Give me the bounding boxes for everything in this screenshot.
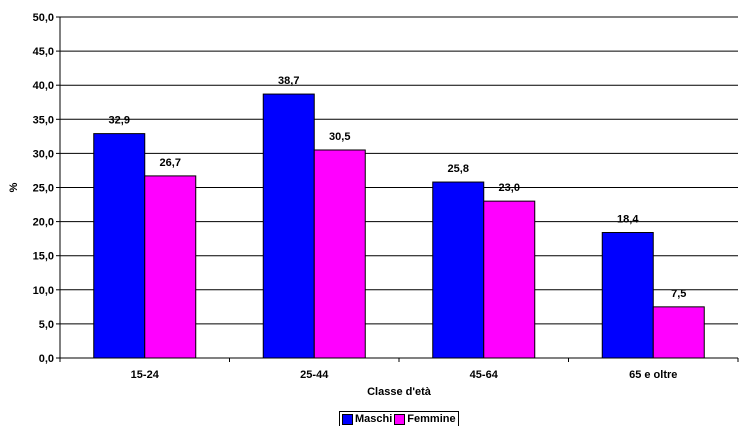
x-tick-label: 25-44 — [300, 369, 329, 381]
bar-maschi — [601, 232, 654, 359]
bar-value-label: 18,4 — [617, 214, 639, 226]
y-tick-label: 5,0 — [39, 319, 54, 331]
bar-maschi — [93, 133, 146, 359]
x-tick-label: 65 e oltre — [629, 369, 677, 381]
bar-value-labels: 32,9 26,7 38,7 30,5 25,8 23,0 18,4 7,5 — [109, 75, 687, 300]
y-tick-label: 10,0 — [33, 285, 54, 297]
bar-femmine — [144, 175, 197, 359]
y-tick-label: 35,0 — [33, 114, 54, 126]
y-tick-label: 0,0 — [39, 353, 54, 365]
legend-swatch-maschi — [342, 413, 353, 425]
bar-value-label: 32,9 — [109, 115, 130, 127]
bar-value-label: 25,8 — [448, 163, 469, 175]
y-axis-ticks: 0,0 5,0 10,0 15,0 20,0 25,0 30,0 35,0 40,0 45,0 50… — [33, 12, 60, 365]
legend-label-maschi: Maschi — [355, 413, 393, 425]
x-axis-title: Classe d'età — [367, 386, 432, 398]
y-tick-label: 15,0 — [33, 251, 54, 263]
y-tick-label: 30,0 — [33, 148, 54, 160]
bar-femmine — [483, 200, 536, 359]
y-tick-label: 25,0 — [33, 183, 54, 195]
bar-value-label: 23,0 — [499, 182, 520, 194]
bar-value-label: 7,5 — [671, 288, 686, 300]
bar-value-label: 38,7 — [278, 75, 299, 87]
legend-item-femmine: Femmine — [394, 413, 456, 425]
y-tick-label: 20,0 — [33, 217, 54, 229]
y-axis-title: % — [8, 182, 20, 192]
bar-femmine — [313, 149, 366, 359]
legend: Maschi Femmine — [339, 411, 459, 426]
y-tick-label: 45,0 — [33, 46, 54, 58]
bar-maschi — [432, 181, 485, 359]
legend-label-femmine: Femmine — [407, 413, 456, 425]
legend-item-maschi: Maschi — [342, 413, 392, 425]
bars — [93, 93, 705, 359]
bar-value-label: 30,5 — [329, 131, 350, 143]
x-tick-label: 45-64 — [470, 369, 499, 381]
y-tick-label: 40,0 — [33, 80, 54, 92]
x-tick-label: 15-24 — [131, 369, 160, 381]
x-axis-ticks: 15-24 25-44 45-64 65 e oltre — [59, 358, 739, 381]
y-tick-label: 50,0 — [33, 12, 54, 24]
legend-swatch-femmine — [394, 413, 406, 425]
bar-value-label: 26,7 — [160, 157, 181, 169]
bar-maschi — [262, 93, 315, 359]
bar-femmine — [652, 306, 705, 359]
